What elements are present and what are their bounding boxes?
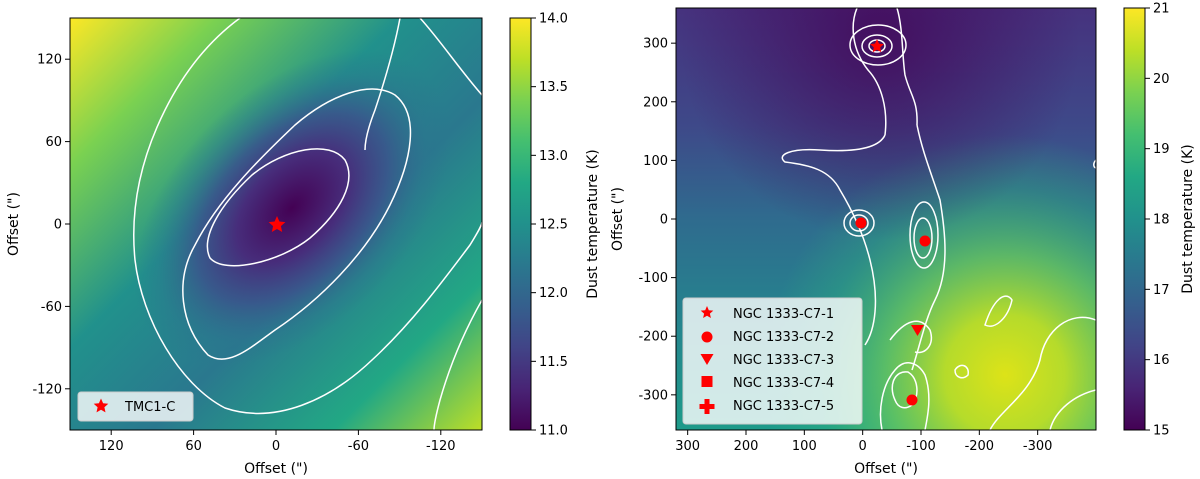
y-tick-label: 120 — [37, 53, 62, 68]
x-tick-label: 100 — [792, 439, 817, 454]
right-y-ticks: 300 200 100 0 -100 -200 -300 — [638, 37, 676, 403]
colorbar-tick-label: 13.0 — [539, 149, 568, 164]
legend-label-c7-1: NGC 1333-C7-1 — [733, 307, 834, 322]
y-tick-label: -100 — [638, 271, 668, 286]
legend-label-c7-4: NGC 1333-C7-4 — [733, 376, 834, 391]
legend-label-c7-3: NGC 1333-C7-3 — [733, 353, 834, 368]
y-tick-label: 200 — [643, 95, 668, 110]
right-marker-circle-3 — [906, 394, 918, 406]
right-marker-circle-1 — [855, 217, 867, 229]
left-panel: 120 60 0 -60 -120 120 60 0 -60 -120 Offset (") O… — [6, 12, 601, 478]
right-marker-star — [870, 39, 884, 53]
colorbar-tick-label: 12.5 — [539, 218, 568, 233]
legend-circle-icon — [701, 331, 713, 343]
right-colorbar: 15 16 17 18 19 20 21 Dust temperature (K) — [1123, 2, 1196, 439]
colorbar-tick-label: 19 — [1153, 142, 1170, 157]
left-marker-star — [268, 216, 286, 232]
x-tick-label: 300 — [675, 439, 700, 454]
colorbar-tick-label: 17 — [1153, 283, 1170, 298]
y-tick-label: -200 — [638, 330, 668, 345]
y-tick-label: 100 — [643, 154, 668, 169]
y-tick-label: 0 — [54, 218, 62, 233]
x-tick-label: 60 — [185, 439, 202, 454]
left-y-label: Offset (") — [6, 192, 22, 256]
x-tick-label: -200 — [965, 439, 995, 454]
y-tick-label: -120 — [32, 382, 62, 397]
right-x-label: Offset (") — [854, 461, 918, 477]
y-tick-label: -60 — [41, 300, 62, 315]
legend-label-c7-5: NGC 1333-C7-5 — [733, 399, 834, 414]
right-x-ticks: 300 200 100 0 -100 -200 -300 — [675, 430, 1052, 454]
left-legend-star-icon — [93, 398, 109, 413]
left-x-ticks: 120 60 0 -60 -120 — [99, 430, 456, 454]
right-panel: 300 200 100 0 -100 -200 -300 300 200 100 0 -100 -20… — [610, 2, 1196, 478]
x-tick-label: 0 — [859, 439, 867, 454]
colorbar-tick-label: 21 — [1153, 2, 1170, 17]
colorbar-tick-label: 14.0 — [539, 12, 568, 27]
left-x-label: Offset (") — [244, 461, 308, 477]
y-tick-label: 60 — [45, 135, 62, 150]
left-colorbar-label: Dust temperature (K) — [585, 149, 601, 298]
legend-star-icon — [700, 306, 714, 318]
y-tick-label: 300 — [643, 37, 668, 52]
right-y-label: Offset (") — [610, 187, 626, 251]
x-tick-label: 200 — [734, 439, 759, 454]
colorbar-tick-label: 13.5 — [539, 80, 568, 95]
right-legend: NGC 1333-C7-1 NGC 1333-C7-2 NGC 1333-C7-… — [682, 297, 863, 425]
colorbar-tick-label: 11.5 — [539, 355, 568, 370]
left-legend: TMC1-C — [77, 391, 194, 422]
y-tick-label: -300 — [638, 388, 668, 403]
colorbar-tick-label: 11.0 — [539, 424, 568, 439]
x-tick-label: 120 — [99, 439, 124, 454]
colorbar-tick-label: 20 — [1153, 72, 1170, 87]
left-contours — [133, 18, 482, 430]
colorbar-tick-label: 18 — [1153, 213, 1170, 228]
y-tick-label: 0 — [660, 213, 668, 228]
x-tick-label: -120 — [426, 439, 456, 454]
right-marker-circle-2 — [919, 235, 931, 247]
left-y-ticks: 120 60 0 -60 -120 — [32, 53, 70, 397]
legend-label-c7-2: NGC 1333-C7-2 — [733, 330, 834, 345]
left-colorbar: 11.0 11.5 12.0 12.5 13.0 13.5 14.0 Dust temper… — [509, 12, 601, 439]
left-colorbar-ticks: 11.0 11.5 12.0 12.5 13.0 13.5 14.0 — [531, 12, 568, 439]
colorbar-tick-label: 16 — [1153, 353, 1170, 368]
colorbar-tick-label: 15 — [1153, 424, 1170, 439]
legend-plus-icon — [699, 399, 715, 414]
right-marker-triangle — [911, 325, 924, 336]
x-tick-label: -100 — [906, 439, 936, 454]
right-colorbar-ticks: 15 16 17 18 19 20 21 — [1145, 2, 1170, 439]
legend-square-icon — [701, 376, 713, 387]
legend-triangle-down-icon — [700, 354, 714, 365]
x-tick-label: -60 — [348, 439, 369, 454]
right-colorbar-label: Dust temperature (K) — [1180, 144, 1196, 293]
x-tick-label: 0 — [272, 439, 280, 454]
right-contours — [781, 8, 1096, 430]
left-legend-label: TMC1-C — [124, 400, 175, 415]
x-tick-label: -300 — [1023, 439, 1053, 454]
colorbar-tick-label: 12.0 — [539, 286, 568, 301]
